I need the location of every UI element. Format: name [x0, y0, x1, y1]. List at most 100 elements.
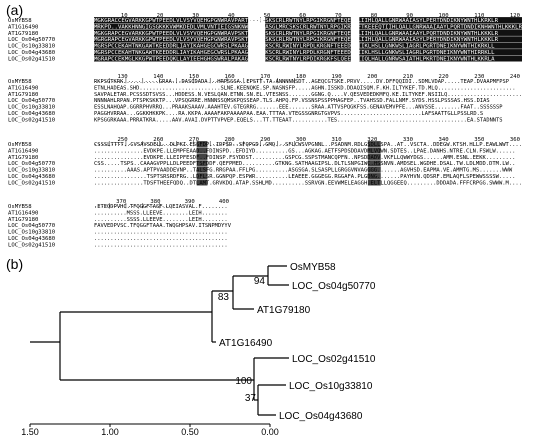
leaf-at1g16490: AT1G16490	[219, 338, 273, 349]
alignment-sequence-name: LOC_Os02g41510	[8, 180, 55, 186]
conserved-region-shade	[367, 179, 381, 186]
alignment-position-number: 100	[439, 13, 449, 19]
conserved-region-shade	[367, 166, 381, 173]
alignment-position-number: 240	[510, 74, 520, 80]
alignment-position-number: 190	[332, 74, 342, 80]
bootstrap-value: 94	[254, 276, 266, 287]
alignment-position-number: 270	[189, 137, 199, 143]
alignment-position-number: 290	[260, 137, 270, 143]
alignment-position-number: 390	[185, 199, 195, 205]
conserved-region-shade	[265, 49, 351, 56]
alignment-sequence-name: AT1G16490	[8, 24, 38, 30]
alignment-sequence: MGRSPCCEKAHTNKGAWTKEEDDRLIAYIKAHGEGCWRSL…	[94, 44, 495, 50]
alignment-position-number: 140	[153, 74, 163, 80]
alignment-position-number: 230	[474, 74, 484, 80]
alignment-sequence: ..........AAAS.APTPVAADDEVNP..TALSFG.RRG…	[94, 168, 513, 174]
conserved-region-shade	[265, 55, 351, 62]
alignment-sequence-name: LOC_Os04g43680	[8, 50, 55, 56]
scale-axis: 1.50 1.00 0.50 0.00	[21, 423, 279, 437]
conserved-region-shade	[359, 36, 522, 43]
alignment-sequence: CSS.....TSPS..CAAAGVPPLLDLPEEDFTSFDDF.QE…	[94, 161, 515, 167]
alignment-ruler: ....|....|....|....|....|....|....|....|…	[94, 78, 296, 84]
leaf-at1g79180: AT1G79180	[257, 305, 311, 316]
conserved-region-shade	[196, 173, 208, 180]
alignment-sequence: PAGGHVRRAA...GGKKHKKPK....RA.KKPA.AAAAFA…	[94, 111, 483, 117]
leaf-osmyb58: OsMYB58	[290, 262, 336, 273]
alignment-sequence-name: LOC_Os02g41510	[8, 56, 55, 62]
alignment-position-number: 50	[264, 13, 271, 19]
conserved-region-shade	[196, 179, 208, 186]
conserved-region-shade	[94, 23, 249, 30]
alignment-position-number: 360	[510, 137, 520, 143]
panel-a-label: (a)	[6, 2, 24, 18]
alignment-position-number: 150	[189, 74, 199, 80]
alignment-position-number: 20	[157, 13, 164, 19]
scale-tick-label: 0.50	[181, 427, 199, 437]
alignment-sequence-name: OsMYB58	[8, 142, 32, 148]
alignment-position-number: 80	[371, 13, 378, 19]
alignment-position-number: 330	[403, 137, 413, 143]
conserved-region-shade	[196, 147, 208, 154]
conserved-region-shade	[265, 42, 351, 49]
alignment-sequence-name: LOC_Os04g43680	[8, 174, 55, 180]
leaf-loc-os04g50770: LOC_Os04g50770	[292, 281, 376, 292]
alignment-sequence: ..........SSSS.LLEEVE........LEIH.......…	[94, 217, 228, 223]
panel-b-label: (b)	[6, 256, 24, 272]
alignment-sequence: ..........MSSS.LLEEVE........LEIH.......…	[94, 210, 228, 216]
alignment-sequence-name: OsMYB58	[8, 18, 32, 24]
alignment-sequence: ETNLHADEAS.SHD.........................S…	[94, 85, 516, 91]
alignment-position-number: 210	[403, 74, 413, 80]
conserved-region-shade	[367, 153, 381, 160]
leaf-loc-os04g43680: LOC_Os04g43680	[279, 411, 363, 422]
conserved-region-shade	[367, 160, 381, 167]
alignment-sequence-name: OsMYB58	[8, 204, 32, 210]
bootstrap-value: 83	[218, 292, 230, 303]
conserved-region-shade	[196, 160, 208, 167]
bootstrap-value: 100	[235, 376, 252, 387]
alignment-sequence: ........................................…	[94, 230, 228, 236]
conserved-region-shade	[94, 17, 249, 24]
alignment-position-number: 370	[116, 199, 126, 205]
alignment-ruler: ....|....|....|....|...	[94, 203, 171, 209]
alignment-sequence-name: LOC_Os04g50770	[8, 37, 55, 43]
alignment-sequence-name: AT1G16490	[8, 210, 38, 216]
alignment-sequence-name: AT1G16490	[8, 85, 38, 91]
alignment-sequence: FAVVEDPVSC.TFQGGFTAAA.TWQGHPSAV.ITSNPMDY…	[94, 223, 232, 229]
scale-tick-label: 0.00	[261, 427, 279, 437]
conserved-region-shade	[359, 23, 522, 30]
conserved-region-shade	[265, 36, 351, 43]
alignment-sequence-name: LOC_Os02g41510	[8, 242, 55, 248]
conserved-region-shade	[359, 49, 522, 56]
alignment-sequence: MGRSPCCEKAHTNKGAWTKEEDDRLIAYIKAHGEGCWRSL…	[94, 50, 495, 56]
alignment-sequence: RKPSGTKRK...........GRAA...DASCDADA...HR…	[94, 79, 510, 85]
alignment-ruler: ....|....|....|....|....|....|....|....|…	[94, 141, 296, 147]
alignment-sequence: ........................................…	[94, 236, 228, 242]
alignment-sequence-name: AT1G79180	[8, 31, 38, 37]
alignment-sequence-name: LOC_Os10g33810	[8, 105, 55, 111]
alignment-sequence-name: AT1G79180	[8, 92, 38, 98]
alignment-sequence: ...............EVDKPE.LLEMPFEAAD..FDINSP…	[94, 148, 515, 154]
alignment-position-number: 40	[228, 13, 235, 19]
alignment-position-number: 350	[474, 137, 484, 143]
alignment-position-number: 310	[332, 137, 342, 143]
alignment-position-number: 280	[225, 137, 235, 143]
alignment-sequence: MGKGRACCEGVARKKGPWTPEEDLVLVSYVQEHGPGNWRA…	[94, 18, 499, 24]
conserved-region-shade	[94, 36, 249, 43]
alignment-position-number: 220	[439, 74, 449, 80]
phylogenetic-tree: OsMYB58 LOC_Os04g50770 AT1G79180 AT1G164…	[21, 262, 376, 437]
alignment-sequence: ................TSPTSRSRDFRG..LDFLSR.GGN…	[94, 174, 515, 180]
alignment-position-number: 200	[367, 74, 377, 80]
alignment-sequence: MGRAPCCEKMGLKKGPWTPEEDQKLLAYIEEHGHGSWRAL…	[94, 56, 495, 62]
alignment-position-number: 260	[153, 137, 163, 143]
alignment-position-number: 60	[299, 13, 306, 19]
alignment-position-number: 300	[296, 137, 306, 143]
conserved-region-shade	[359, 29, 522, 36]
alignment-position-number: 120	[510, 13, 520, 19]
conserved-region-shade	[265, 17, 351, 24]
alignment-sequence: MGKGRAPCEGVARKKGPWTPEEDLVLVSYVQEHGPGNWRA…	[94, 31, 499, 37]
tree-branches	[30, 265, 289, 416]
alignment-sequence-name: LOC_Os02g41510	[8, 117, 55, 123]
alignment-sequence: .ETEQDPVHC.TFQGGFTASF.LQEIASVAL.F.......…	[94, 204, 228, 210]
conserved-region-shade	[94, 49, 249, 56]
alignment-sequence: SAVPALETAR.PCSSSDTSVSS...HDDESS.N.VESLQA…	[94, 92, 522, 98]
